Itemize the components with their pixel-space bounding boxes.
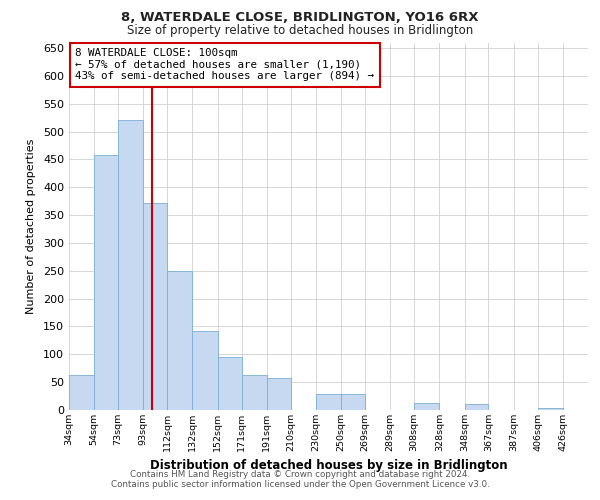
- Bar: [69, 376, 94, 410]
- Bar: [538, 408, 563, 410]
- Bar: [267, 378, 291, 410]
- Bar: [118, 120, 143, 410]
- Bar: [94, 155, 118, 410]
- Bar: [193, 331, 218, 410]
- Bar: [143, 203, 167, 410]
- Text: Size of property relative to detached houses in Bridlington: Size of property relative to detached ho…: [127, 24, 473, 37]
- Bar: [167, 271, 193, 410]
- Bar: [242, 376, 267, 410]
- Bar: [414, 403, 439, 410]
- Bar: [218, 357, 242, 410]
- Text: Contains HM Land Registry data © Crown copyright and database right 2024.
Contai: Contains HM Land Registry data © Crown c…: [110, 470, 490, 489]
- X-axis label: Distribution of detached houses by size in Bridlington: Distribution of detached houses by size …: [149, 460, 508, 472]
- Text: 8, WATERDALE CLOSE, BRIDLINGTON, YO16 6RX: 8, WATERDALE CLOSE, BRIDLINGTON, YO16 6R…: [121, 11, 479, 24]
- Bar: [464, 404, 488, 410]
- Bar: [316, 394, 341, 410]
- Bar: [341, 394, 365, 410]
- Y-axis label: Number of detached properties: Number of detached properties: [26, 138, 36, 314]
- Text: 8 WATERDALE CLOSE: 100sqm
← 57% of detached houses are smaller (1,190)
43% of se: 8 WATERDALE CLOSE: 100sqm ← 57% of detac…: [75, 48, 374, 81]
